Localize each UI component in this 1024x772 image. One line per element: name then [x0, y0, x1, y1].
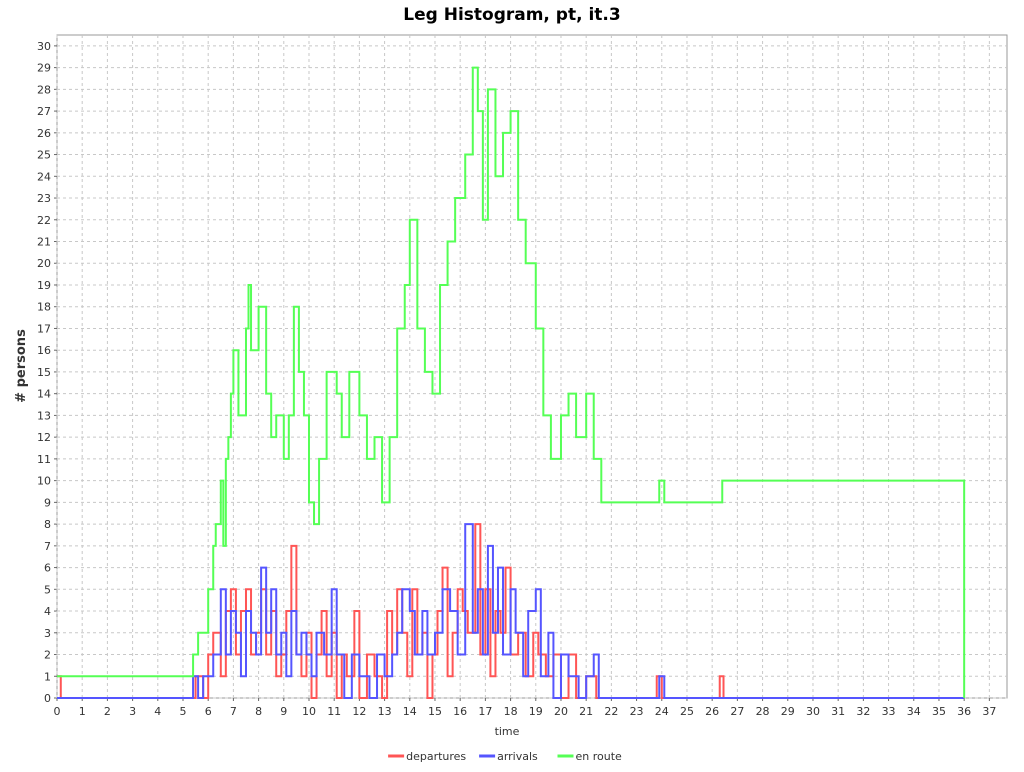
- x-tick-label: 10: [302, 705, 316, 718]
- x-tick-label: 29: [781, 705, 795, 718]
- x-tick-label: 11: [327, 705, 341, 718]
- x-tick-label: 9: [280, 705, 287, 718]
- y-tick-label: 21: [37, 236, 51, 249]
- y-tick-label: 3: [44, 627, 51, 640]
- y-tick-label: 16: [37, 344, 51, 357]
- x-tick-label: 16: [453, 705, 467, 718]
- x-tick-label: 32: [856, 705, 870, 718]
- legend-label: en route: [576, 750, 623, 763]
- y-tick-label: 17: [37, 322, 51, 335]
- y-tick-label: 24: [37, 170, 51, 183]
- series-line: [57, 523, 965, 699]
- y-tick-label: 15: [37, 366, 51, 379]
- x-tick-label: 15: [428, 705, 442, 718]
- y-tick-label: 18: [37, 301, 51, 314]
- y-tick-label: 11: [37, 453, 51, 466]
- x-tick-label: 24: [655, 705, 669, 718]
- x-tick-label: 20: [554, 705, 568, 718]
- x-tick-label: 5: [179, 705, 186, 718]
- y-tick-label: 22: [37, 214, 51, 227]
- x-tick-label: 28: [756, 705, 770, 718]
- y-tick-label: 27: [37, 105, 51, 118]
- x-tick-label: 19: [529, 705, 543, 718]
- x-tick-label: 3: [129, 705, 136, 718]
- y-tick-label: 1: [44, 670, 51, 683]
- x-tick-label: 33: [882, 705, 896, 718]
- x-tick-label: 18: [504, 705, 518, 718]
- x-tick-label: 30: [806, 705, 820, 718]
- x-tick-label: 34: [907, 705, 921, 718]
- legend-label: arrivals: [497, 750, 538, 763]
- x-tick-label: 31: [831, 705, 845, 718]
- plot-area: [56, 34, 1008, 699]
- y-tick-label: 6: [44, 562, 51, 575]
- y-tick-label: 26: [37, 127, 51, 140]
- x-tick-label: 27: [730, 705, 744, 718]
- x-tick-label: 13: [378, 705, 392, 718]
- x-tick-label: 1: [79, 705, 86, 718]
- y-tick-label: 29: [37, 62, 51, 75]
- x-tick-label: 8: [255, 705, 262, 718]
- y-tick-label: 14: [37, 388, 51, 401]
- x-tick-label: 22: [604, 705, 618, 718]
- x-tick-label: 12: [352, 705, 366, 718]
- y-tick-label: 9: [44, 496, 51, 509]
- y-tick-label: 12: [37, 431, 51, 444]
- x-tick-label: 4: [154, 705, 161, 718]
- x-tick-label: 14: [403, 705, 417, 718]
- y-tick-label: 4: [44, 605, 51, 618]
- x-tick-label: 21: [579, 705, 593, 718]
- y-tick-label: 28: [37, 83, 51, 96]
- x-tick-label: 7: [230, 705, 237, 718]
- y-tick-label: 10: [37, 475, 51, 488]
- x-tick-label: 23: [630, 705, 644, 718]
- x-tick-label: 0: [54, 705, 61, 718]
- legend-label: departures: [406, 750, 466, 763]
- y-tick-label: 7: [44, 540, 51, 553]
- x-tick-label: 6: [205, 705, 212, 718]
- y-tick-label: 19: [37, 279, 51, 292]
- x-tick-label: 36: [957, 705, 971, 718]
- x-tick-label: 25: [680, 705, 694, 718]
- y-axis-label: # persons: [14, 329, 29, 403]
- y-tick-label: 30: [37, 40, 51, 53]
- x-tick-label: 17: [478, 705, 492, 718]
- x-tick-label: 2: [104, 705, 111, 718]
- y-tick-label: 2: [44, 649, 51, 662]
- y-tick-label: 8: [44, 518, 51, 531]
- chart-title: Leg Histogram, pt, it.3: [403, 5, 620, 25]
- y-tick-label: 20: [37, 257, 51, 270]
- y-tick-label: 13: [37, 409, 51, 422]
- y-tick-label: 25: [37, 149, 51, 162]
- y-tick-label: 23: [37, 192, 51, 205]
- y-tick-label: 5: [44, 583, 51, 596]
- x-tick-label: 26: [705, 705, 719, 718]
- series-line: [57, 66, 966, 698]
- x-tick-label: 37: [982, 705, 996, 718]
- x-axis-label: time: [495, 725, 520, 738]
- x-tick-label: 35: [932, 705, 946, 718]
- y-tick-label: 0: [44, 692, 51, 705]
